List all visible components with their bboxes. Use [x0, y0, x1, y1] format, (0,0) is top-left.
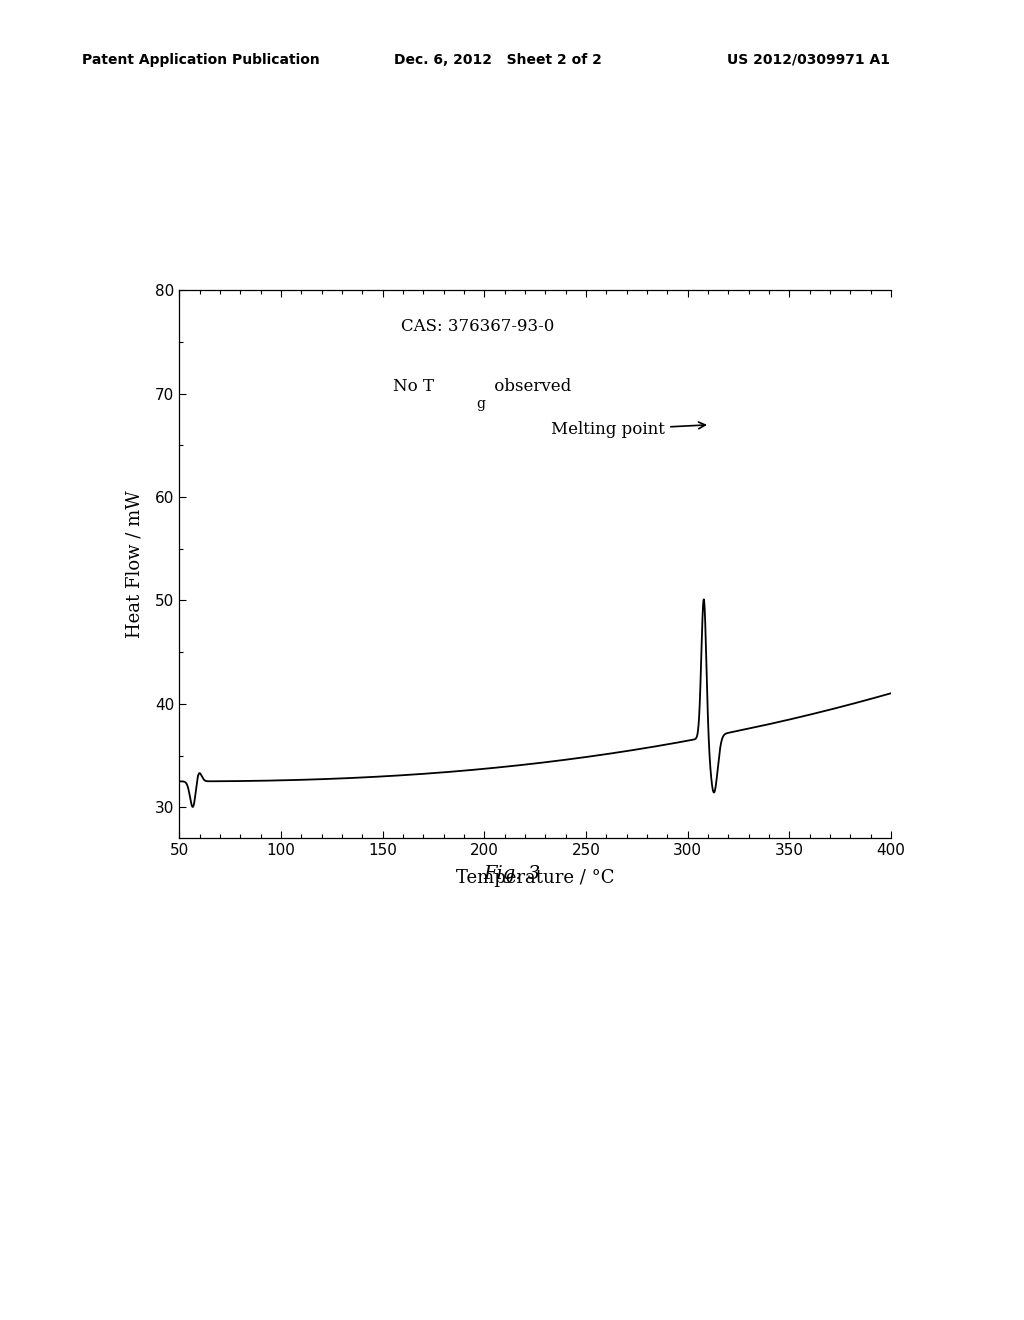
Text: CAS: 376367-93-0: CAS: 376367-93-0 — [401, 318, 555, 335]
Text: g: g — [477, 397, 485, 412]
Text: No T: No T — [392, 378, 434, 395]
X-axis label: Temperature / °C: Temperature / °C — [456, 869, 614, 887]
Text: observed: observed — [488, 378, 571, 395]
Text: Fig. 3: Fig. 3 — [483, 865, 541, 883]
Text: US 2012/0309971 A1: US 2012/0309971 A1 — [727, 53, 890, 67]
Y-axis label: Heat Flow / mW: Heat Flow / mW — [126, 491, 143, 638]
Text: Melting point: Melting point — [551, 421, 706, 438]
Text: Dec. 6, 2012   Sheet 2 of 2: Dec. 6, 2012 Sheet 2 of 2 — [394, 53, 602, 67]
Text: Patent Application Publication: Patent Application Publication — [82, 53, 319, 67]
